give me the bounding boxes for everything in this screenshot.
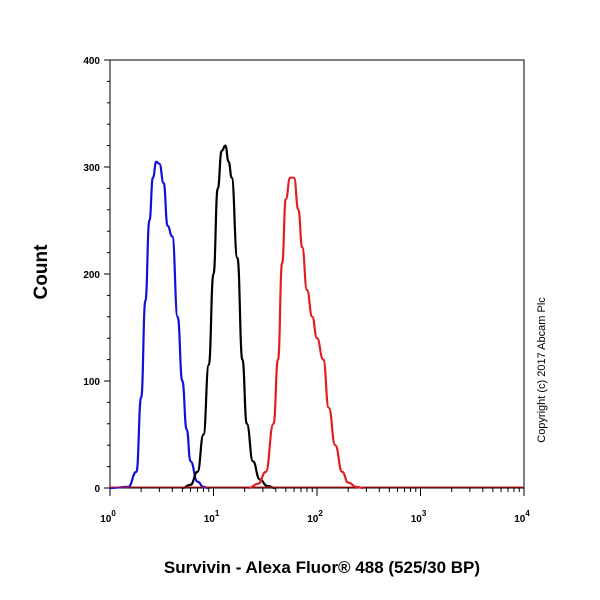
- y-axis: 0 100 200 300 400: [83, 56, 110, 495]
- x-tick-label: 100: [100, 509, 116, 525]
- x-tick-label: 102: [307, 509, 323, 525]
- y-tick-label: 400: [83, 56, 100, 67]
- copyright-annotation: Copyright (c) 2017 Abcam Plc: [536, 297, 548, 443]
- series-group: [109, 144, 524, 490]
- y-axis-title: Count: [31, 244, 52, 300]
- x-tick-label: 103: [411, 509, 427, 525]
- series-line-2: [182, 144, 276, 490]
- x-axis-title: Survivin - Alexa Fluor® 488 (525/30 BP): [164, 558, 480, 577]
- series-line-3: [248, 176, 364, 490]
- y-tick-label: 0: [94, 484, 100, 495]
- plot-frame: [109, 59, 525, 489]
- y-tick-label: 100: [83, 377, 100, 388]
- x-axis: 100 101 102 103 104: [100, 488, 530, 525]
- x-tick-label: 101: [204, 509, 220, 525]
- y-tick-label: 300: [83, 163, 100, 174]
- x-tick-label: 104: [514, 509, 530, 525]
- series-line-1: [109, 160, 209, 490]
- y-tick-label: 200: [83, 270, 100, 281]
